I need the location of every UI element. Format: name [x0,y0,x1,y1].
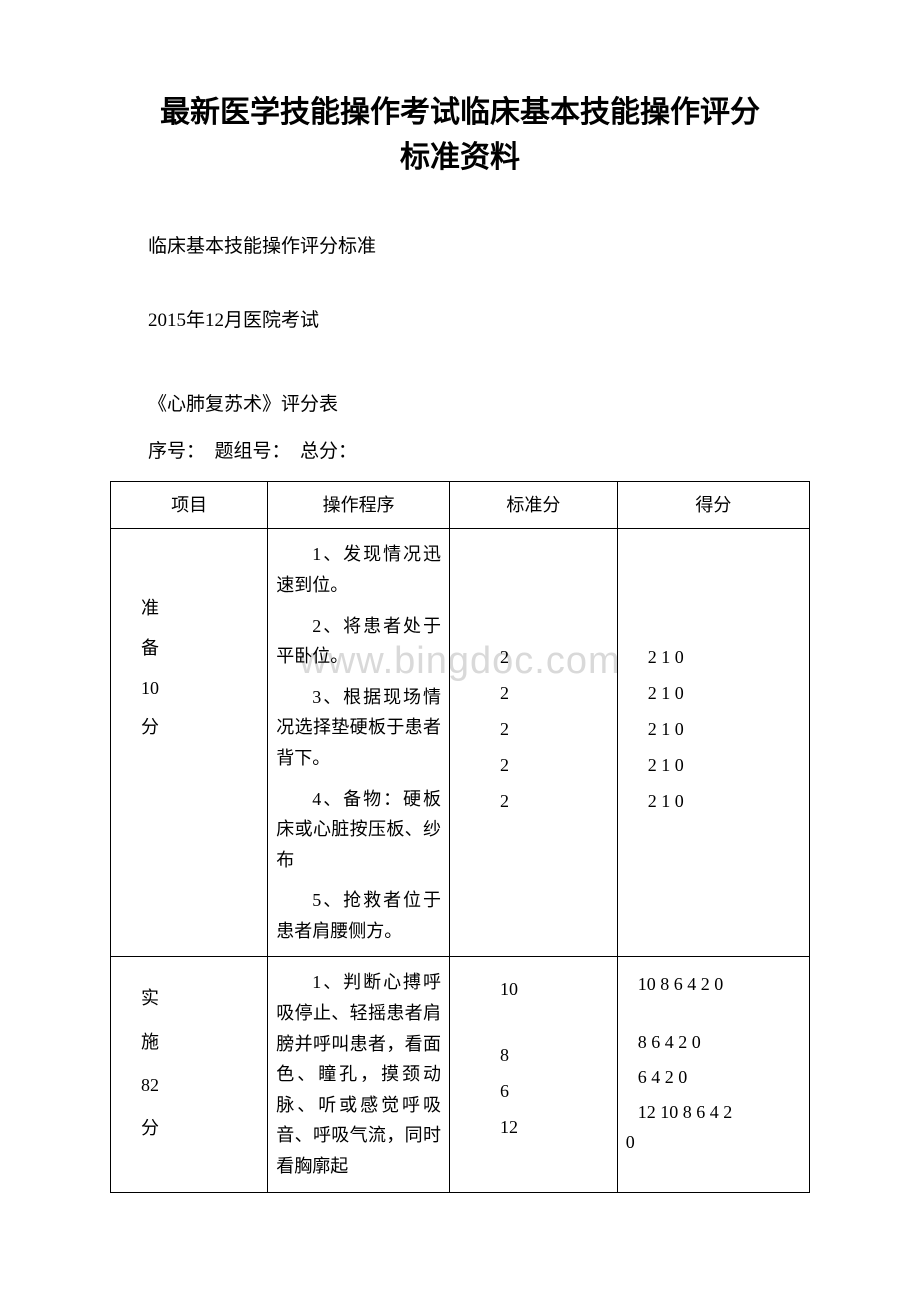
procedure-item: 3、根据现场情况选择垫硬板于患者背下。 [276,682,441,774]
spacer [638,1003,801,1025]
header-obtained-score: 得分 [617,481,809,529]
header-project: 项目 [111,481,268,529]
table-header-row: 项目 操作程序 标准分 得分 [111,481,810,529]
obtained-score: 12 10 8 6 4 2 [638,1102,733,1122]
standard-score: 10 [500,979,518,999]
standard-score: 2 [500,791,509,811]
obtained-score-cell-implementation: 10 8 6 4 2 0 8 6 4 2 0 6 4 2 0 12 10 8 6… [617,957,809,1192]
procedure-item: 5、抢救者位于患者肩腰侧方。 [276,885,441,946]
obtained-score: 2 1 0 [648,719,684,739]
procedure-cell-implementation: 1、判断心搏呼吸停止、轻摇患者肩膀并呼叫患者，看面色、瞳孔，摸颈动脉、听或感觉呼… [268,957,450,1192]
form-title-text: 《心肺复苏术》评分表 [110,388,810,422]
project-char: 分 [141,1118,159,1138]
title-line-1: 最新医学技能操作考试临床基本技能操作评分 [160,96,760,129]
header-standard-score: 标准分 [450,481,618,529]
standard-score: 2 [500,683,509,703]
obtained-score: 2 1 0 [648,791,684,811]
obtained-score: 2 1 0 [648,755,684,775]
spacer [500,1007,609,1037]
header-procedure: 操作程序 [268,481,450,529]
obtained-score: 2 1 0 [648,647,684,667]
obtained-score: 2 1 0 [648,683,684,703]
standard-score-cell-implementation: 10 8 6 12 [450,957,618,1192]
standard-score: 2 [500,755,509,775]
project-char: 分 [141,717,159,737]
table-row: 准 备 10 分 1、发现情况迅速到位。 2、将患者处于平卧位。 3、根据现场情… [111,529,810,957]
document-content: 最新医学技能操作考试临床基本技能操作评分 标准资料 临床基本技能操作评分标准 2… [110,90,810,1193]
procedure-item: 1、判断心搏呼吸停止、轻摇患者肩膀并呼叫患者，看面色、瞳孔，摸颈动脉、听或感觉呼… [276,967,441,1181]
project-cell-preparation: 准 备 10 分 [111,529,268,957]
project-char: 实 [141,988,159,1008]
procedure-cell-preparation: 1、发现情况迅速到位。 2、将患者处于平卧位。 3、根据现场情况选择垫硬板于患者… [268,529,450,957]
project-cell-implementation: 实 施 82 分 [111,957,268,1192]
procedure-item: 4、备物：硬板床或心脏按压板、纱布 [276,784,441,876]
obtained-score-cell-preparation: 2 1 0 2 1 0 2 1 0 2 1 0 2 1 0 [617,529,809,957]
obtained-score: 10 8 6 4 2 0 [638,974,724,994]
obtained-score: 8 6 4 2 0 [638,1032,701,1052]
project-char: 准 [141,598,159,618]
procedure-item: 2、将患者处于平卧位。 [276,611,441,672]
standard-score: 8 [500,1045,509,1065]
document-title: 最新医学技能操作考试临床基本技能操作评分 标准资料 [110,90,810,180]
project-char: 施 [141,1032,159,1052]
project-char: 备 [141,638,159,658]
scoring-table: 项目 操作程序 标准分 得分 准 备 10 分 1、发现情况迅速到位。 2、将患… [110,481,810,1193]
obtained-score: 6 4 2 0 [638,1067,688,1087]
standard-score: 2 [500,719,509,739]
standard-score: 6 [500,1081,509,1101]
title-line-2: 标准资料 [400,141,520,174]
form-meta-text: 序号： 题组号： 总分： [110,435,810,469]
project-char: 82 [141,1075,159,1095]
standard-score-cell-preparation: 2 2 2 2 2 [450,529,618,957]
table-row: 实 施 82 分 1、判断心搏呼吸停止、轻摇患者肩膀并呼叫患者，看面色、瞳孔，摸… [111,957,810,1192]
exam-date-text: 2015年12月医院考试 [110,304,810,338]
procedure-item: 1、发现情况迅速到位。 [276,539,441,600]
project-char: 10 [141,678,159,698]
obtained-score-wrap: 0 [626,1125,801,1160]
standard-score: 2 [500,647,509,667]
standard-score: 12 [500,1117,518,1137]
subtitle-text: 临床基本技能操作评分标准 [110,230,810,264]
